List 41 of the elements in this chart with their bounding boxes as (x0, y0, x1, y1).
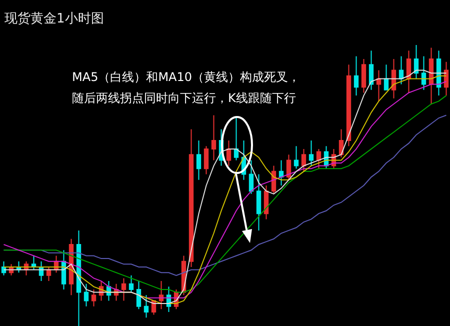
candlestick (158, 280, 164, 310)
candlestick (414, 44, 419, 80)
candlestick (211, 114, 216, 161)
candlestick (361, 58, 366, 94)
candlestick (286, 154, 292, 180)
candlestick (308, 140, 314, 166)
candlestick (84, 283, 89, 307)
candlestick (128, 274, 134, 293)
candlestick (428, 47, 434, 104)
candlestick (188, 128, 194, 268)
candlestick (338, 128, 344, 158)
candlestick (346, 64, 352, 147)
candlestick (1, 260, 6, 276)
candlestick (278, 160, 284, 186)
candlestick (421, 56, 426, 90)
candlestick (264, 184, 269, 220)
candlestick (294, 146, 299, 170)
candlestick (234, 118, 239, 161)
candlestick (444, 61, 449, 96)
candlestick (248, 160, 254, 194)
candlestick (406, 50, 412, 94)
candlestick (316, 148, 322, 170)
candlestick (384, 64, 389, 90)
candlestick (196, 140, 202, 180)
candlestick (301, 148, 306, 172)
candlestick (256, 174, 262, 231)
candlestick (391, 58, 396, 99)
candlestick (121, 278, 126, 302)
candlestick (136, 280, 142, 310)
candlestick (204, 146, 209, 175)
candlestick (144, 294, 149, 318)
candlestick (376, 70, 382, 102)
chart-title: 现货黄金1小时图 (4, 11, 104, 26)
candlestick (368, 50, 374, 90)
annotation: 随后两线拐点同时向下运行，K线跟随下行 (72, 91, 296, 105)
candlestick (226, 140, 232, 166)
candlestick (31, 255, 36, 270)
candlestick (91, 288, 96, 307)
candlestick (398, 56, 404, 85)
annotation: MA5（白线）和MA10（黄线）构成死叉， (72, 70, 300, 84)
candlestick (354, 56, 359, 96)
